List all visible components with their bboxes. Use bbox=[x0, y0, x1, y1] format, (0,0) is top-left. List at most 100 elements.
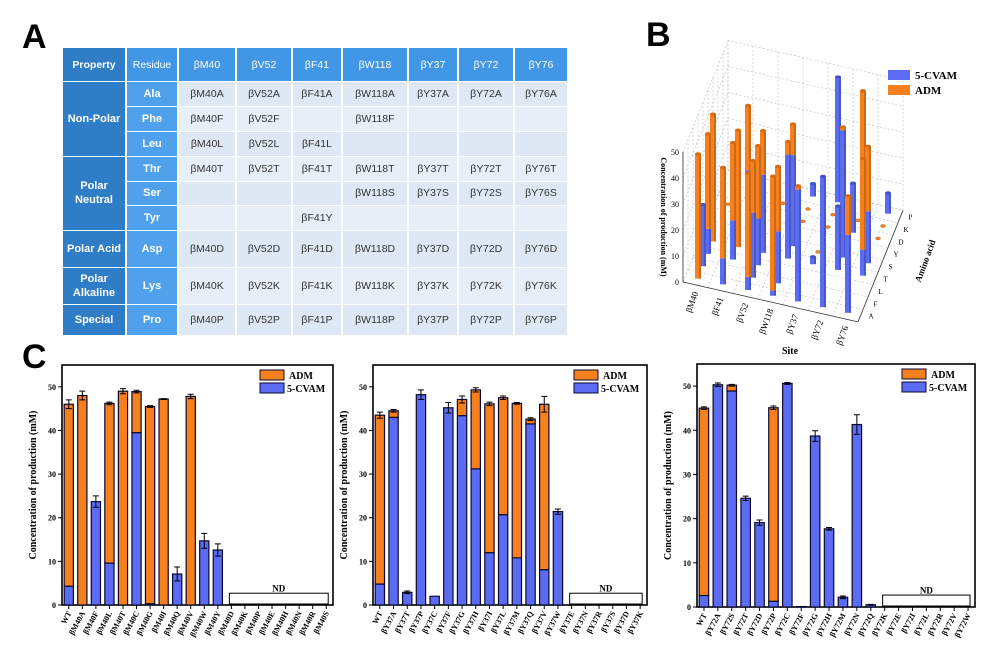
mutant-cell: βF41P bbox=[293, 304, 341, 335]
bar-5cvam bbox=[712, 384, 724, 608]
bar-adm bbox=[484, 403, 495, 554]
mutant-cell: βY76T bbox=[515, 157, 567, 181]
bar-3d-shade bbox=[754, 160, 756, 278]
mutant-cell: βV52F bbox=[237, 107, 291, 131]
bar-3d-shade bbox=[849, 195, 851, 313]
bar-3d-shade bbox=[814, 256, 816, 265]
bar-3d-shade bbox=[714, 114, 716, 242]
error-bar bbox=[500, 395, 507, 400]
bar-3d-adm bbox=[865, 146, 871, 212]
bar-5cvam bbox=[552, 511, 564, 606]
bar-3d-adm bbox=[695, 153, 701, 279]
y-tick-label: 10 bbox=[683, 559, 691, 568]
property-cell: Polar Acid bbox=[63, 230, 125, 267]
bar-3d-adm bbox=[860, 158, 866, 250]
error-bar bbox=[756, 519, 763, 526]
bar-3d-cap bbox=[865, 144, 871, 148]
bar-adm bbox=[185, 395, 196, 606]
error-bar bbox=[853, 414, 860, 435]
y-tick-label: 20 bbox=[683, 515, 691, 524]
bar-adm bbox=[497, 397, 509, 516]
column-header: βF41 bbox=[293, 48, 341, 81]
bar-3d-shade bbox=[749, 173, 751, 291]
bar-3d-cap bbox=[810, 181, 816, 186]
bar-chart-1: 0 10 20 30 40 50 Concentration of production (… bbox=[339, 364, 648, 637]
mutant-cell: βM40D bbox=[179, 230, 235, 267]
bar-3d-shade bbox=[709, 133, 711, 254]
mutant-cell bbox=[179, 181, 235, 205]
bar-3d-cap bbox=[795, 184, 801, 188]
bar-3d-5cvam bbox=[760, 174, 766, 253]
bar-3d-5cvam bbox=[745, 277, 751, 291]
site-axis-label: Site bbox=[782, 346, 799, 357]
bar-3d-cap bbox=[860, 157, 866, 161]
site-tick-label: βW118 bbox=[757, 307, 776, 336]
mutant-cell: βY76K bbox=[515, 267, 567, 304]
z-tick-label: 50 bbox=[671, 148, 679, 157]
bar-5cvam bbox=[851, 423, 863, 608]
bar-3d-shade bbox=[839, 205, 841, 270]
y-tick-label: 50 bbox=[359, 383, 367, 392]
bar-adm bbox=[768, 407, 779, 602]
bar-5cvam bbox=[698, 594, 710, 608]
bar-5cvam bbox=[754, 522, 765, 608]
legend-swatch-5cvam bbox=[901, 381, 927, 393]
bar-adm bbox=[77, 394, 88, 606]
error-bar bbox=[404, 590, 411, 595]
bar-3d-cap bbox=[735, 128, 741, 132]
residue-cell: Leu bbox=[127, 132, 177, 156]
residue-cell: Lys bbox=[127, 267, 177, 304]
bar-3d-5cvam bbox=[790, 155, 796, 247]
bar-3d-zero bbox=[855, 218, 861, 223]
bar-3d-5cvam bbox=[795, 189, 801, 302]
bar-3d-shade bbox=[889, 192, 891, 214]
mutant-cell: βF41K bbox=[293, 267, 341, 304]
error-bar bbox=[187, 393, 194, 400]
legend-swatch-5cvam bbox=[259, 382, 285, 394]
error-bar bbox=[486, 401, 493, 407]
error-bar bbox=[376, 411, 383, 419]
residue-cell: Tyr bbox=[127, 206, 177, 230]
bar-5cvam bbox=[443, 407, 454, 606]
error-bar bbox=[472, 387, 479, 393]
bar-3d-5cvam bbox=[770, 290, 776, 296]
y-tick-label: 0 bbox=[687, 603, 691, 612]
mutant-cell: βY72A bbox=[459, 82, 513, 106]
bar-3d-cap bbox=[835, 204, 841, 208]
bar-3d-cap bbox=[810, 255, 816, 259]
y-axis-label: Concentration of production (mM) bbox=[339, 411, 350, 560]
y-tick-label: 40 bbox=[48, 426, 56, 435]
bar-3d-5cvam bbox=[810, 183, 816, 197]
mutant-cell: βV52K bbox=[237, 267, 291, 304]
amino-axis bbox=[857, 210, 904, 323]
bar-3d-cap bbox=[750, 159, 756, 163]
mutant-cell: βY76A bbox=[515, 82, 567, 106]
bar-5cvam bbox=[538, 569, 550, 606]
bar-5cvam bbox=[131, 432, 142, 606]
table-row: Non-Polar Ala βM40A βV52A βF41A βW118A βY37A βY… bbox=[63, 82, 567, 156]
bar-3d-zero bbox=[830, 212, 836, 217]
bar-3d-shade bbox=[854, 183, 856, 233]
bar-3d-cap bbox=[720, 165, 726, 169]
legend-swatch-adm bbox=[573, 369, 599, 381]
bar-adm bbox=[158, 398, 169, 606]
z-tick-label: 10 bbox=[671, 252, 679, 261]
mutant-cell: βW118F bbox=[343, 107, 407, 131]
table-header-row: Property Residue βM40 βV52 βF41 βW118 βY37 βY72… bbox=[63, 48, 567, 81]
table-row: Phe βM40F βV52F βW118F bbox=[63, 107, 567, 131]
y-tick-label: 10 bbox=[48, 557, 56, 566]
mutant-cell: βY37A bbox=[409, 82, 457, 106]
mutant-cell: βW118D bbox=[343, 230, 407, 267]
error-bar bbox=[459, 395, 466, 404]
mutant-cell bbox=[515, 107, 567, 131]
error-bar bbox=[160, 398, 167, 400]
mutant-cell bbox=[237, 206, 291, 230]
bar-3d-zero bbox=[800, 219, 806, 224]
bar-3d-5cvam bbox=[750, 212, 756, 278]
mutant-cell: βM40L bbox=[179, 132, 235, 156]
bar-3d-shade bbox=[739, 130, 741, 248]
bar-5cvam bbox=[388, 416, 399, 606]
error-bar bbox=[79, 390, 86, 401]
mutant-cell: βV52L bbox=[237, 132, 291, 156]
bar-3d-adm bbox=[755, 145, 761, 219]
